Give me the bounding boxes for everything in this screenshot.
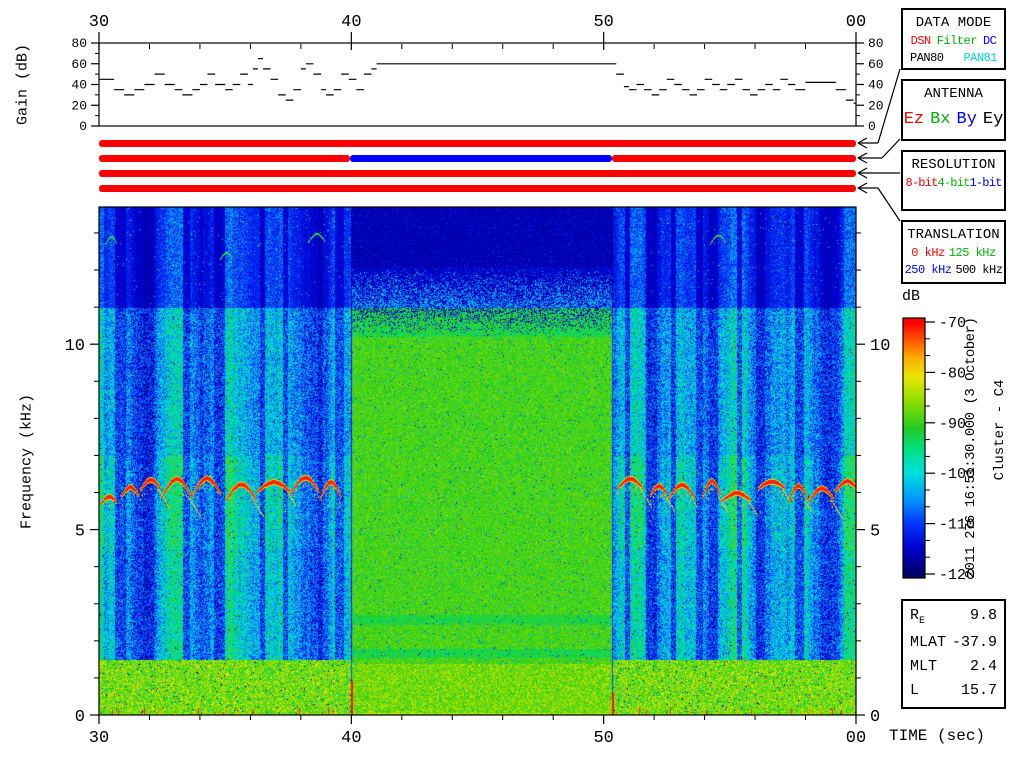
ephemeris-label: L — [910, 682, 920, 699]
svg-text:10: 10 — [870, 337, 890, 356]
svg-text:60: 60 — [868, 57, 884, 72]
svg-text:40: 40 — [868, 78, 884, 93]
translation-option-250-khz: 250 kHz — [904, 263, 952, 277]
ephemeris-panel: RE 9.8 MLAT -37.9 MLT 2.4 L 15.7 — [901, 599, 1006, 709]
ephemeris-label: MLT — [910, 658, 938, 675]
translation-option-0-khz: 0 kHz — [911, 246, 945, 260]
spacecraft-label: Cluster - C4 — [992, 379, 1008, 481]
svg-text:60: 60 — [71, 57, 87, 72]
svg-text:0: 0 — [79, 119, 87, 134]
svg-text:5: 5 — [75, 523, 85, 542]
translation-bar-segment-0-khz — [99, 185, 856, 192]
antenna-bar-segment-ez — [612, 155, 856, 162]
svg-text:00: 00 — [846, 13, 866, 32]
svg-text:10: 10 — [65, 337, 85, 356]
resolution-panel: RESOLUTION 8-bit 4-bit 1-bit — [901, 150, 1006, 211]
antenna-option-by: By — [956, 110, 977, 129]
svg-text:0: 0 — [868, 119, 876, 134]
svg-text:-80: -80 — [939, 365, 966, 382]
svg-text:40: 40 — [341, 13, 361, 32]
data-mode-option-dc: DC — [982, 34, 997, 48]
ephemeris-row-r: RE 9.8 — [910, 607, 997, 627]
ephemeris-value: 2.4 — [969, 658, 997, 675]
resolution-option-1-bit: 1-bit — [969, 176, 1003, 190]
antenna-bar-segment-by — [350, 155, 612, 162]
spectrogram-canvas — [99, 207, 856, 715]
colorbar-canvas — [903, 318, 925, 578]
translation-title: TRANSLATION — [907, 227, 1000, 243]
svg-text:20: 20 — [71, 98, 87, 113]
data-mode-option-pan80: PAN80 — [910, 51, 944, 65]
ephemeris-row-l: L 15.7 — [910, 682, 997, 699]
antenna-bar-segment-ez — [99, 155, 350, 162]
svg-text:0: 0 — [870, 708, 880, 727]
ephemeris-label: MLAT — [910, 634, 947, 651]
svg-text:5: 5 — [870, 523, 880, 542]
ephemeris-row-mlt: MLT 2.4 — [910, 658, 997, 675]
svg-text:0: 0 — [75, 708, 85, 727]
svg-text:00: 00 — [846, 729, 866, 748]
svg-text:-90: -90 — [939, 416, 966, 433]
antenna-title: ANTENNA — [924, 86, 983, 102]
resolution-title: RESOLUTION — [911, 157, 996, 173]
translation-option-500-khz: 500 kHz — [955, 263, 1003, 277]
gain-axis-label: Gain (dB) — [14, 44, 32, 126]
data-mode-option-pan81: PAN81 — [963, 51, 997, 65]
data-mode-option-filter: Filter — [936, 34, 978, 48]
antenna-panel: ANTENNA Ez Bx By Ey — [901, 79, 1006, 141]
svg-text:40: 40 — [341, 729, 361, 748]
translation-panel: TRANSLATION 0 kHz 125 kHz 250 kHz 500 kHz — [901, 220, 1006, 284]
ephemeris-row-mlat: MLAT -37.9 — [910, 634, 997, 651]
resolution-option-8-bit: 8-bit — [905, 176, 938, 190]
svg-text:50: 50 — [593, 13, 613, 32]
data-mode-option-dsn: DSN — [910, 34, 932, 48]
data-mode-bar-segment-dsn — [99, 140, 856, 147]
antenna-option-ey: Ey — [982, 110, 1004, 129]
svg-text:80: 80 — [868, 36, 884, 51]
translation-option-125-khz: 125 kHz — [948, 246, 996, 260]
data-mode-title: DATA MODE — [915, 15, 992, 31]
svg-text:50: 50 — [593, 729, 613, 748]
resolution-bar-segment-8-bit — [99, 170, 856, 177]
svg-text:-70: -70 — [939, 315, 966, 332]
antenna-option-ez: Ez — [903, 110, 925, 129]
data-mode-panel: DATA MODE DSN Filter DC PAN80 PAN81 — [901, 8, 1006, 70]
antenna-option-bx: Bx — [930, 110, 951, 129]
svg-text:30: 30 — [89, 13, 109, 32]
ephemeris-label: RE — [910, 607, 926, 627]
time-axis-label: TIME (sec) — [889, 727, 986, 745]
svg-text:80: 80 — [71, 36, 87, 51]
ephemeris-value: 15.7 — [960, 682, 997, 699]
ephemeris-value: -37.9 — [951, 634, 997, 651]
colorbar-units-label: dB — [902, 288, 921, 305]
timestamp-label: 2011 276 16:51:30.000 (3 October) — [963, 317, 979, 579]
frequency-axis-label: Frequency (kHz) — [18, 393, 36, 530]
svg-text:40: 40 — [71, 78, 87, 93]
svg-text:20: 20 — [868, 98, 884, 113]
svg-text:30: 30 — [89, 729, 109, 748]
ephemeris-value: 9.8 — [969, 607, 997, 624]
resolution-option-4-bit: 4-bit — [937, 176, 970, 190]
gain-trace — [99, 58, 856, 104]
